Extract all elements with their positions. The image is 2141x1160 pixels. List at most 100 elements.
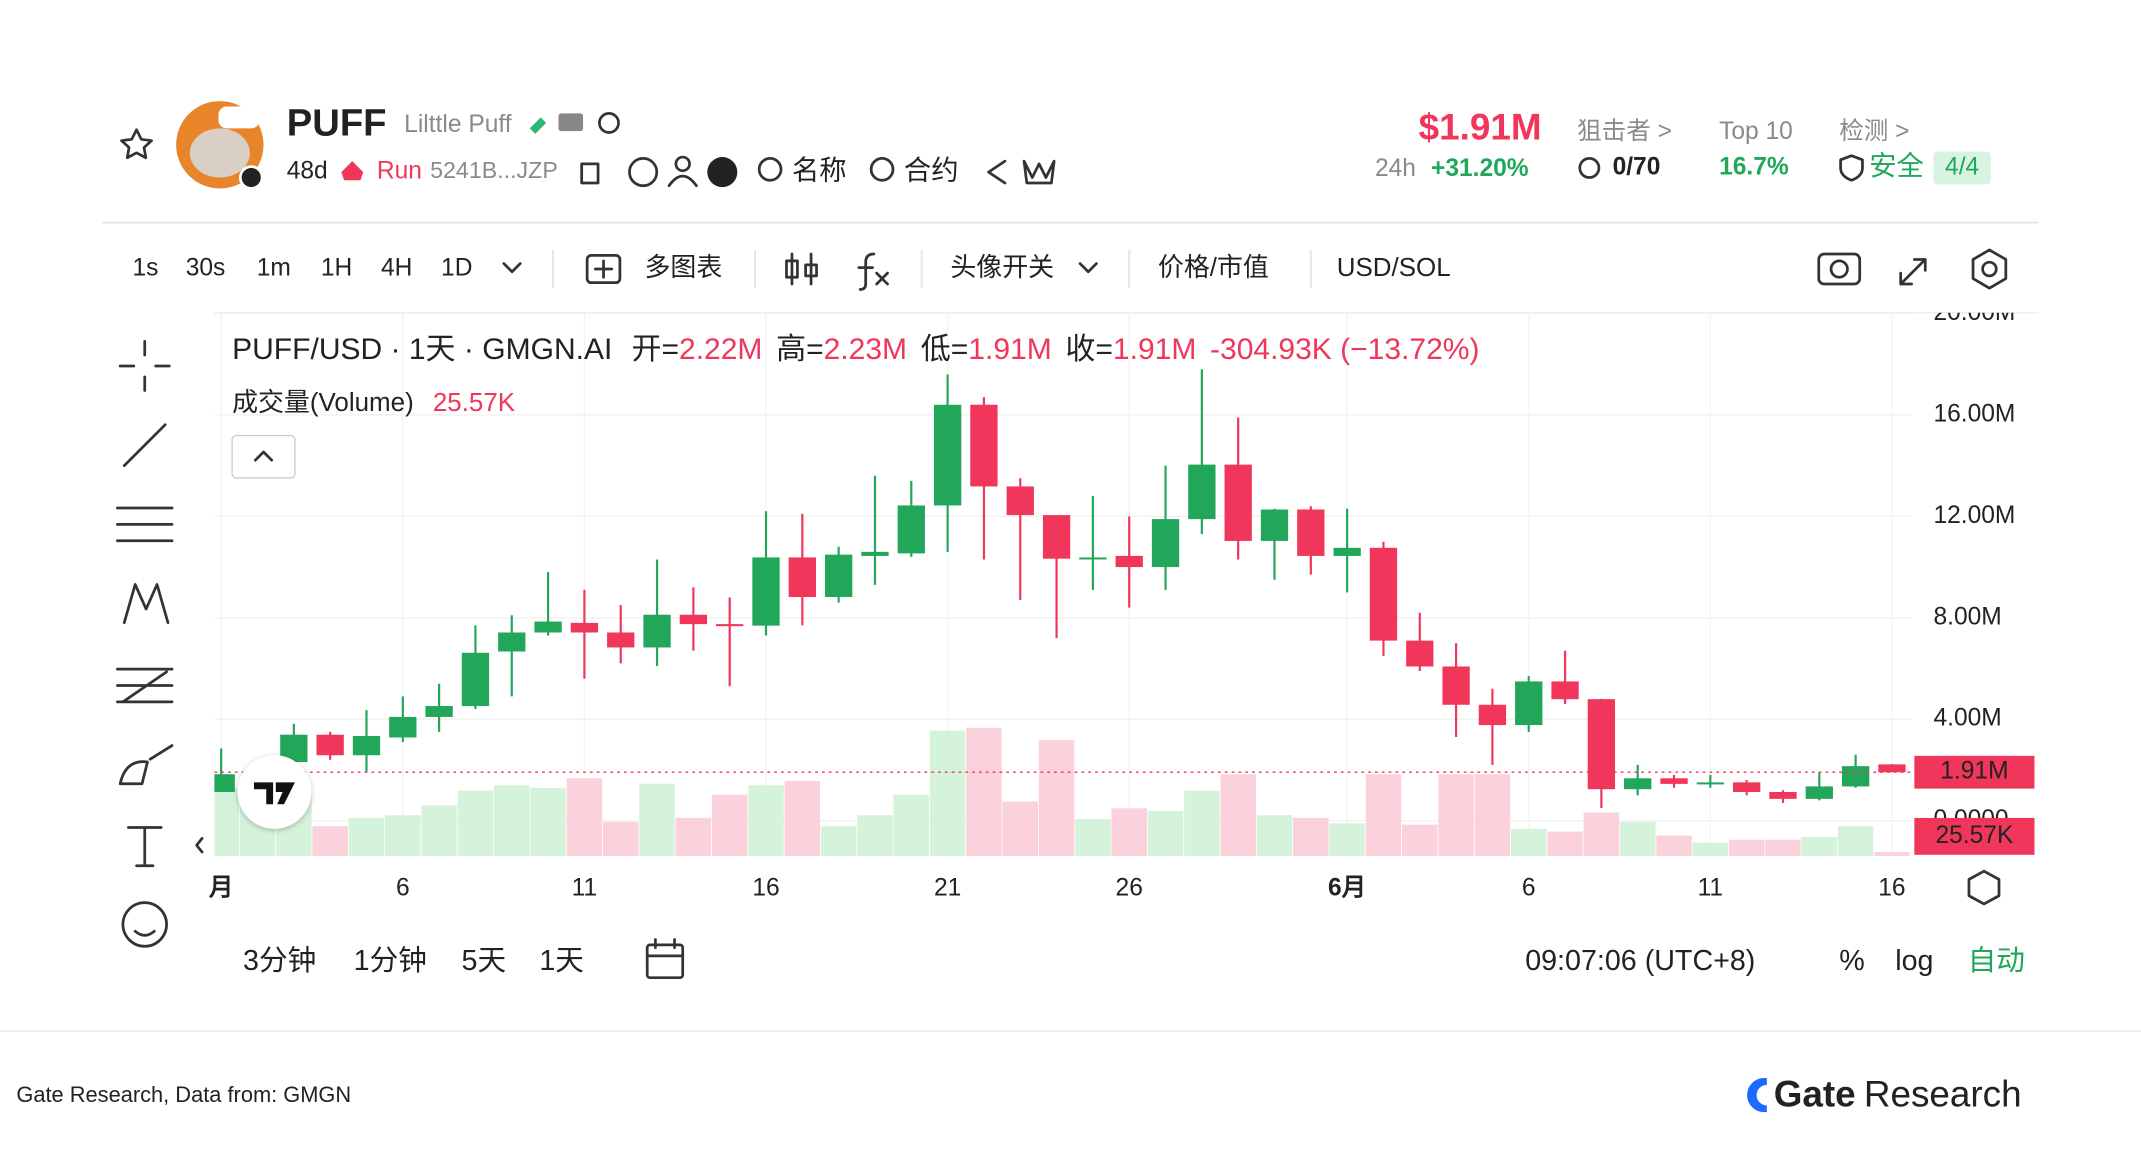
- volume-bar: [494, 785, 530, 857]
- candle-body: [1333, 547, 1361, 556]
- candle-body: [788, 557, 816, 597]
- volume-bar: [421, 805, 457, 857]
- volume-bar: [966, 727, 1002, 857]
- social-icon[interactable]: [707, 157, 738, 188]
- search-icon[interactable]: [757, 157, 783, 182]
- candle-body: [1841, 766, 1870, 787]
- y-tick-label: 8.00M: [1933, 603, 2001, 630]
- copy-icon[interactable]: [580, 162, 600, 185]
- candle-body: [316, 734, 344, 756]
- search-name[interactable]: 名称: [792, 154, 847, 185]
- favorite-star[interactable]: [120, 128, 153, 160]
- hline-tool[interactable]: [116, 506, 174, 543]
- holder-icon-body: [667, 174, 698, 188]
- price-mcap-toggle[interactable]: 价格/市值: [1158, 253, 1269, 282]
- range[interactable]: 1天: [539, 945, 584, 977]
- volume-bar: [1220, 774, 1256, 857]
- interval[interactable]: 1H: [321, 255, 352, 282]
- gate-logo-icon: [1747, 1078, 1768, 1113]
- pattern-tool[interactable]: [122, 583, 170, 625]
- badge-icon: [529, 117, 547, 134]
- x-tick-label: 6月: [1328, 874, 1366, 901]
- candle-body: [1805, 786, 1833, 799]
- volume-bar: [1365, 774, 1402, 857]
- candle-body: [1369, 547, 1398, 641]
- candle-body: [214, 774, 235, 793]
- percent-toggle[interactable]: %: [1839, 945, 1864, 977]
- tv-logo[interactable]: [237, 755, 312, 829]
- website-icon[interactable]: [628, 157, 659, 188]
- search-contract[interactable]: 合约: [904, 154, 959, 185]
- text-tool[interactable]: [126, 826, 163, 868]
- interval[interactable]: 1s: [132, 255, 158, 282]
- holder-icon[interactable]: [674, 155, 691, 173]
- chart-title: PUFF/USD · 1天 · GMGN.AI: [232, 333, 612, 366]
- line-tool[interactable]: [122, 423, 167, 468]
- ohlc-value: 2.22M: [679, 333, 762, 366]
- range[interactable]: 3分钟: [243, 945, 316, 977]
- volume-bar: [1692, 842, 1729, 857]
- multi-chart[interactable]: 多图表: [644, 253, 722, 282]
- candle-body: [1660, 778, 1688, 784]
- candle-type-icon[interactable]: [785, 252, 818, 286]
- currency-toggle[interactable]: USD/SOL: [1337, 254, 1451, 282]
- top10-label: Top 10: [1719, 118, 1793, 145]
- date-range-icon[interactable]: [645, 943, 685, 980]
- search-icon[interactable]: [869, 157, 895, 182]
- avatar-chevron[interactable]: [1078, 262, 1098, 274]
- period: 24h: [1375, 155, 1416, 182]
- range[interactable]: 5天: [462, 945, 507, 977]
- screenshot-icon[interactable]: [1817, 252, 1862, 286]
- multi-chart-icon[interactable]: [585, 254, 622, 285]
- interval[interactable]: 30s: [186, 255, 226, 282]
- range[interactable]: 1分钟: [354, 945, 427, 977]
- fib-tool[interactable]: [116, 667, 174, 704]
- score-badge: [1933, 151, 1991, 185]
- volume-title: 成交量(Volume): [232, 388, 414, 417]
- volume-bar: [1801, 837, 1838, 857]
- interval[interactable]: 1D: [441, 255, 472, 282]
- check-status: 安全: [1869, 150, 1924, 181]
- candle-body: [1006, 486, 1034, 516]
- volume-bar: [1547, 831, 1583, 857]
- interval[interactable]: 4H: [381, 255, 412, 282]
- volume-bar: [1510, 828, 1547, 857]
- indicator-icon[interactable]: [857, 252, 889, 291]
- x-tick-label: 月: [208, 874, 234, 901]
- period-change: +31.20%: [1431, 155, 1529, 182]
- volume-bar: [1837, 826, 1874, 857]
- candle-body: [1696, 782, 1724, 785]
- axis-settings[interactable]: [1967, 869, 2001, 906]
- emoji-tool[interactable]: [121, 901, 168, 948]
- sniper-icon: [1578, 157, 1601, 179]
- candle-body: [1224, 464, 1252, 541]
- volume-bar: [348, 817, 385, 857]
- auto-toggle[interactable]: 自动: [1968, 945, 2025, 977]
- interval[interactable]: 1m: [257, 255, 291, 282]
- check-label[interactable]: 检测 >: [1839, 117, 1909, 145]
- crosshair-tool[interactable]: [118, 340, 171, 392]
- share-icon[interactable]: [987, 159, 1007, 185]
- settings-icon[interactable]: [1971, 248, 2008, 290]
- ohlc-label: 收=: [1065, 333, 1113, 366]
- volume-last: 25.57K: [433, 389, 516, 417]
- log-toggle[interactable]: log: [1895, 945, 1933, 977]
- volume-bar: [784, 780, 821, 857]
- interval-chevron[interactable]: [502, 262, 522, 274]
- volume-bar: [1147, 811, 1184, 857]
- candle-body: [1624, 778, 1652, 790]
- candle-body: [933, 404, 962, 506]
- volume-bar: [1474, 774, 1511, 857]
- scroll-left[interactable]: [195, 837, 204, 854]
- avatar-toggle[interactable]: 头像开关: [950, 253, 1054, 282]
- candle-body: [1551, 681, 1579, 700]
- sniper-label[interactable]: 狙击者 >: [1577, 117, 1672, 145]
- last-price-tag: [1914, 755, 2035, 789]
- crown-icon[interactable]: [1022, 159, 1056, 185]
- brush-tool[interactable]: [118, 744, 174, 786]
- collapse-button[interactable]: [231, 434, 296, 479]
- fullscreen-icon[interactable]: [1899, 258, 1927, 286]
- volume-bar: [385, 815, 421, 857]
- candle-body: [1587, 699, 1616, 790]
